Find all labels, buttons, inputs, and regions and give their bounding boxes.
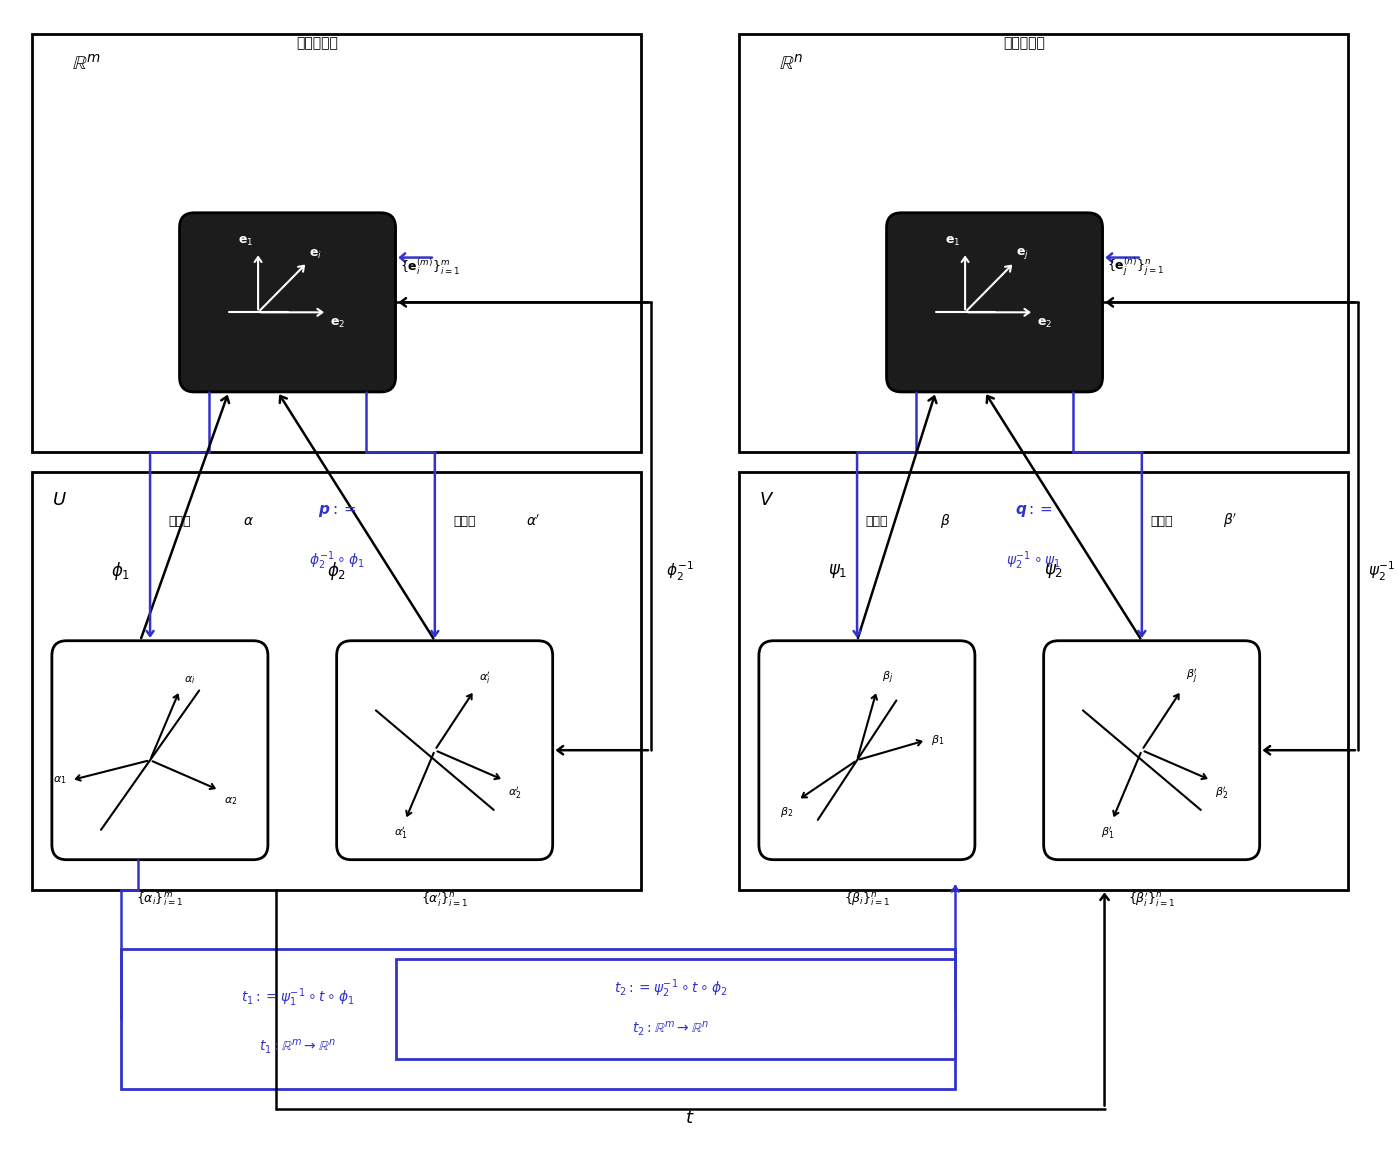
Bar bbox=[32, 34, 641, 452]
Text: $\psi_2^{-1}$: $\psi_2^{-1}$ bbox=[1368, 560, 1396, 583]
Text: $\mathbf{e}_2$: $\mathbf{e}_2$ bbox=[330, 317, 344, 330]
Text: $\phi_1$: $\phi_1$ bbox=[111, 560, 130, 582]
Text: $\psi_1$: $\psi_1$ bbox=[827, 562, 847, 580]
Text: 標準座標系: 標準座標系 bbox=[295, 36, 337, 50]
Text: $\{\beta_i'\}_{i=1}^n$: $\{\beta_i'\}_{i=1}^n$ bbox=[1128, 890, 1176, 909]
Text: $\beta_j'$: $\beta_j'$ bbox=[1186, 667, 1198, 685]
FancyBboxPatch shape bbox=[886, 213, 1103, 392]
Text: $\alpha_1'$: $\alpha_1'$ bbox=[393, 824, 407, 841]
Text: $\phi_2^{-1}$: $\phi_2^{-1}$ bbox=[665, 560, 693, 583]
Text: $\alpha_i'$: $\alpha_i'$ bbox=[479, 670, 491, 685]
Text: $\mathbf{e}_i$: $\mathbf{e}_i$ bbox=[309, 247, 322, 261]
Bar bbox=[739, 34, 1348, 452]
Text: $\beta'$: $\beta'$ bbox=[1224, 512, 1238, 530]
Text: $\mathbb{R}^n$: $\mathbb{R}^n$ bbox=[778, 54, 802, 74]
Text: $\beta_j$: $\beta_j$ bbox=[882, 669, 893, 685]
Text: $\{\mathbf{e}_j^{(n)}\}_{j=1}^n$: $\{\mathbf{e}_j^{(n)}\}_{j=1}^n$ bbox=[1107, 255, 1165, 278]
Bar bbox=[120, 950, 955, 1089]
Text: $\{\mathbf{e}_i^{(m)}\}_{i=1}^m$: $\{\mathbf{e}_i^{(m)}\}_{i=1}^m$ bbox=[400, 256, 461, 276]
Text: $t_2 : \mathbb{R}^m \rightarrow \mathbb{R}^n$: $t_2 : \mathbb{R}^m \rightarrow \mathbb{… bbox=[631, 1020, 708, 1038]
Text: $\alpha'$: $\alpha'$ bbox=[526, 514, 540, 529]
Text: $\psi_2^{-1} \circ \psi_1$: $\psi_2^{-1} \circ \psi_1$ bbox=[1007, 550, 1061, 573]
Text: $V$: $V$ bbox=[759, 492, 774, 509]
Text: $\phi_2$: $\phi_2$ bbox=[328, 560, 346, 582]
Text: $\psi_2$: $\psi_2$ bbox=[1044, 562, 1063, 580]
Text: 座標系: 座標系 bbox=[865, 515, 888, 528]
Text: $t_1 := \psi_1^{-1} \circ t \circ \phi_1$: $t_1 := \psi_1^{-1} \circ t \circ \phi_1… bbox=[241, 987, 354, 1009]
Text: $\beta_1$: $\beta_1$ bbox=[931, 733, 944, 747]
Text: $\beta_1'$: $\beta_1'$ bbox=[1100, 824, 1114, 841]
Text: $\alpha_i$: $\alpha_i$ bbox=[185, 673, 196, 685]
Text: 座標系: 座標系 bbox=[454, 515, 476, 528]
Text: 座標系: 座標系 bbox=[1151, 515, 1173, 528]
FancyBboxPatch shape bbox=[336, 641, 553, 860]
Bar bbox=[396, 959, 955, 1059]
Text: $\alpha$: $\alpha$ bbox=[242, 514, 253, 528]
Text: $\{\alpha_i\}_{i=1}^m$: $\{\alpha_i\}_{i=1}^m$ bbox=[136, 891, 183, 909]
Text: $\beta$: $\beta$ bbox=[941, 512, 951, 530]
Text: $\mathbf{e}_j$: $\mathbf{e}_j$ bbox=[1016, 246, 1029, 261]
Text: $\alpha_1$: $\alpha_1$ bbox=[53, 774, 67, 786]
Text: $\mathbf{e}_2$: $\mathbf{e}_2$ bbox=[1037, 317, 1051, 330]
FancyBboxPatch shape bbox=[52, 641, 267, 860]
Text: $U$: $U$ bbox=[52, 492, 67, 509]
Text: $\{\alpha_i'\}_{i=1}^n$: $\{\alpha_i'\}_{i=1}^n$ bbox=[421, 890, 469, 909]
FancyBboxPatch shape bbox=[1043, 641, 1260, 860]
Text: $\boldsymbol{q} :=$: $\boldsymbol{q} :=$ bbox=[1015, 504, 1053, 520]
Text: $\alpha_2$: $\alpha_2$ bbox=[224, 795, 237, 807]
Text: $t_2 := \psi_2^{-1} \circ t \circ \phi_2$: $t_2 := \psi_2^{-1} \circ t \circ \phi_2… bbox=[613, 978, 728, 1000]
Text: $\alpha_2'$: $\alpha_2'$ bbox=[508, 785, 522, 801]
Text: $\beta_2$: $\beta_2$ bbox=[780, 804, 794, 819]
Text: $\mathbf{e}_1$: $\mathbf{e}_1$ bbox=[238, 234, 253, 247]
Text: $\{\beta_i\}_{i=1}^n$: $\{\beta_i\}_{i=1}^n$ bbox=[844, 891, 890, 909]
Text: $t_1 : \mathbb{R}^m \rightarrow \mathbb{R}^n$: $t_1 : \mathbb{R}^m \rightarrow \mathbb{… bbox=[259, 1038, 336, 1056]
Text: $\beta_2'$: $\beta_2'$ bbox=[1215, 785, 1229, 801]
Text: 座標系: 座標系 bbox=[168, 515, 190, 528]
Text: 標準座標系: 標準座標系 bbox=[1002, 36, 1044, 50]
Text: $\boldsymbol{p} :=$: $\boldsymbol{p} :=$ bbox=[318, 504, 356, 520]
FancyBboxPatch shape bbox=[179, 213, 396, 392]
Text: $\mathbb{R}^m$: $\mathbb{R}^m$ bbox=[71, 54, 101, 74]
Text: $\phi_2^{-1} \circ \phi_1$: $\phi_2^{-1} \circ \phi_1$ bbox=[309, 550, 364, 573]
Bar bbox=[739, 472, 1348, 890]
Bar bbox=[32, 472, 641, 890]
Text: $t$: $t$ bbox=[686, 1109, 694, 1128]
FancyBboxPatch shape bbox=[759, 641, 974, 860]
Text: $\mathbf{e}_1$: $\mathbf{e}_1$ bbox=[945, 234, 960, 247]
